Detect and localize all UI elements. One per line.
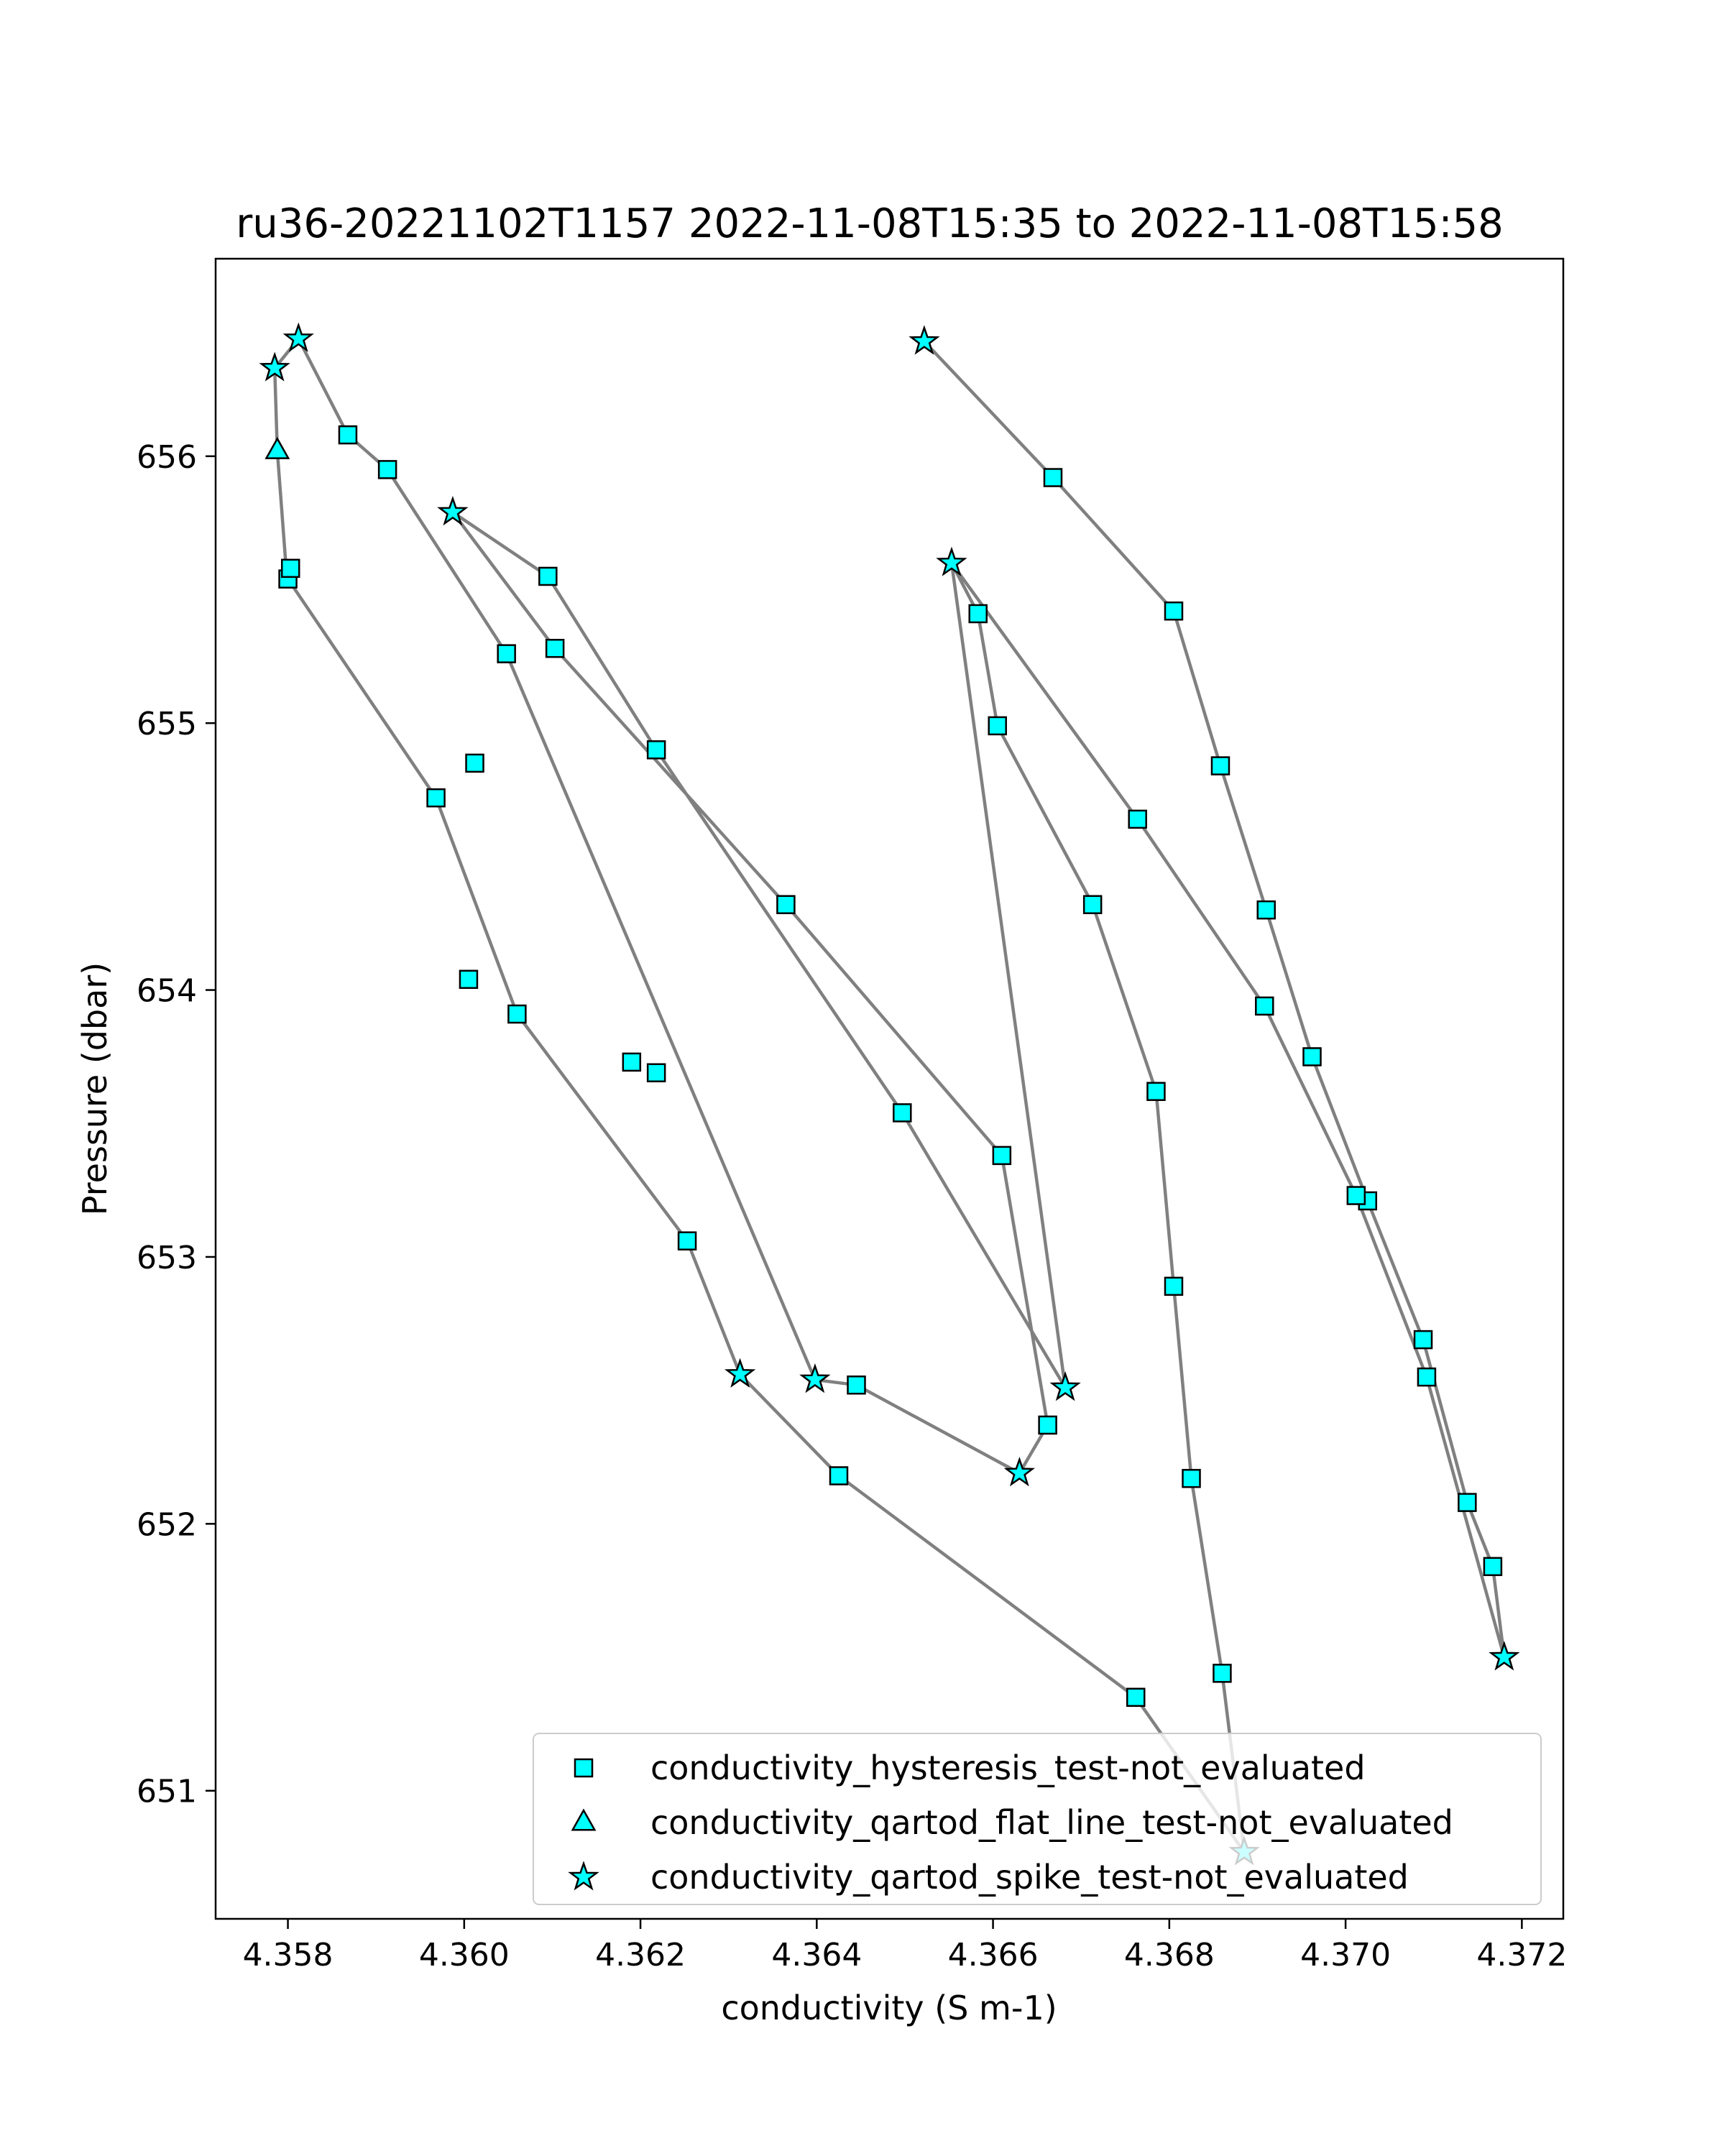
data-point-square: [1413, 1330, 1433, 1350]
y-axis-label: Pressure (dbar): [75, 962, 114, 1215]
y-tick-label: 653: [137, 1240, 197, 1276]
x-tick-label: 4.364: [771, 1937, 862, 1973]
data-point-square: [1126, 1687, 1146, 1708]
x-tick-label: 4.362: [595, 1937, 686, 1973]
legend-entry-label: conductivity_qartod_spike_test-not_evalu…: [650, 1858, 1409, 1897]
x-tick-label: 4.366: [948, 1937, 1039, 1973]
x-axis-label: conductivity (S m-1): [721, 1989, 1057, 2027]
data-point-star: [259, 351, 290, 382]
legend: conductivity_hysteresis_test-not_evaluat…: [533, 1733, 1542, 1905]
x-tick-label: 4.368: [1124, 1937, 1215, 1973]
legend-marker-star: [568, 1861, 599, 1891]
data-point-square: [1256, 900, 1276, 920]
data-point-square: [1458, 1493, 1477, 1512]
data-point-star: [908, 325, 940, 355]
y-tick-label: 655: [137, 706, 197, 742]
data-point-square: [1043, 468, 1063, 487]
data-point-square: [646, 1063, 666, 1082]
data-point-square: [507, 1004, 527, 1024]
data-point-star: [437, 495, 469, 526]
data-point-square: [497, 644, 516, 663]
data-point-square: [1164, 601, 1184, 621]
data-point-square: [677, 1231, 697, 1250]
plot-area: [216, 259, 1563, 1919]
legend-entry-label: conductivity_hysteresis_test-not_evaluat…: [650, 1749, 1366, 1787]
data-point-triangle: [264, 436, 290, 459]
y-tick-label: 654: [137, 973, 197, 1010]
connecting-line-1: [272, 337, 1246, 1854]
data-point-square: [280, 558, 300, 579]
data-point-square: [988, 716, 1007, 736]
legend-entry-label: conductivity_qartod_flat_line_test-not_e…: [650, 1803, 1453, 1842]
data-point-square: [1128, 809, 1147, 829]
data-point-star: [1489, 1641, 1520, 1671]
chart-title: ru36-20221102T1157 2022-11-08T15:35 to 2…: [236, 201, 1503, 247]
data-point-square: [1213, 1664, 1232, 1683]
data-point-square: [992, 1146, 1012, 1166]
data-point-square: [1483, 1557, 1503, 1577]
data-point-square: [1346, 1186, 1366, 1205]
data-point-star: [1049, 1371, 1081, 1401]
data-point-square: [1255, 996, 1274, 1016]
data-point-square: [1417, 1367, 1437, 1387]
y-tick-label: 656: [137, 439, 197, 476]
data-point-square: [377, 460, 397, 479]
data-point-square: [622, 1052, 642, 1072]
data-point-square: [1164, 1276, 1184, 1296]
data-point-square: [426, 788, 446, 808]
data-point-star: [936, 546, 967, 576]
data-point-square: [1302, 1047, 1322, 1067]
data-point-square: [1146, 1082, 1166, 1101]
data-point-square: [646, 740, 666, 760]
markers-layer: [259, 322, 1520, 1866]
data-point-star: [282, 322, 314, 352]
data-point-square: [459, 969, 479, 989]
data-point-square: [338, 425, 358, 445]
data-point-square: [538, 566, 558, 586]
data-point-square: [776, 895, 796, 914]
data-point-square: [968, 604, 988, 624]
data-point-square: [829, 1466, 849, 1485]
x-tick-label: 4.372: [1476, 1937, 1567, 1973]
data-point-square: [847, 1375, 866, 1395]
x-tick-label: 4.360: [419, 1937, 510, 1973]
data-point-square: [545, 638, 565, 658]
x-tick-label: 4.370: [1300, 1937, 1391, 1973]
axes-frame: [214, 257, 1565, 1920]
legend-box: [533, 1733, 1542, 1905]
legend-marker-square: [574, 1758, 594, 1778]
connecting-line-2: [922, 339, 1506, 1659]
data-point-square: [1038, 1415, 1057, 1435]
data-point-square: [465, 753, 484, 773]
legend-marker-triangle: [571, 1808, 597, 1831]
data-point-star: [724, 1358, 756, 1388]
x-tick-label: 4.358: [243, 1937, 334, 1973]
data-point-square: [1082, 895, 1103, 914]
y-tick-label: 652: [137, 1506, 197, 1543]
data-point-square: [893, 1103, 912, 1123]
y-tick-label: 651: [137, 1774, 197, 1810]
data-point-star: [799, 1363, 831, 1393]
data-point-square: [1182, 1468, 1201, 1488]
lines-layer: [272, 337, 1506, 1854]
data-point-star: [1003, 1456, 1036, 1487]
y-axis-ticks: 651 652 653 654 655 656: [137, 439, 216, 1810]
data-point-square: [1210, 756, 1230, 775]
x-axis-ticks: 4.358 4.360 4.362 4.364 4.366 4.368 4.370 4.372: [243, 1919, 1567, 1973]
